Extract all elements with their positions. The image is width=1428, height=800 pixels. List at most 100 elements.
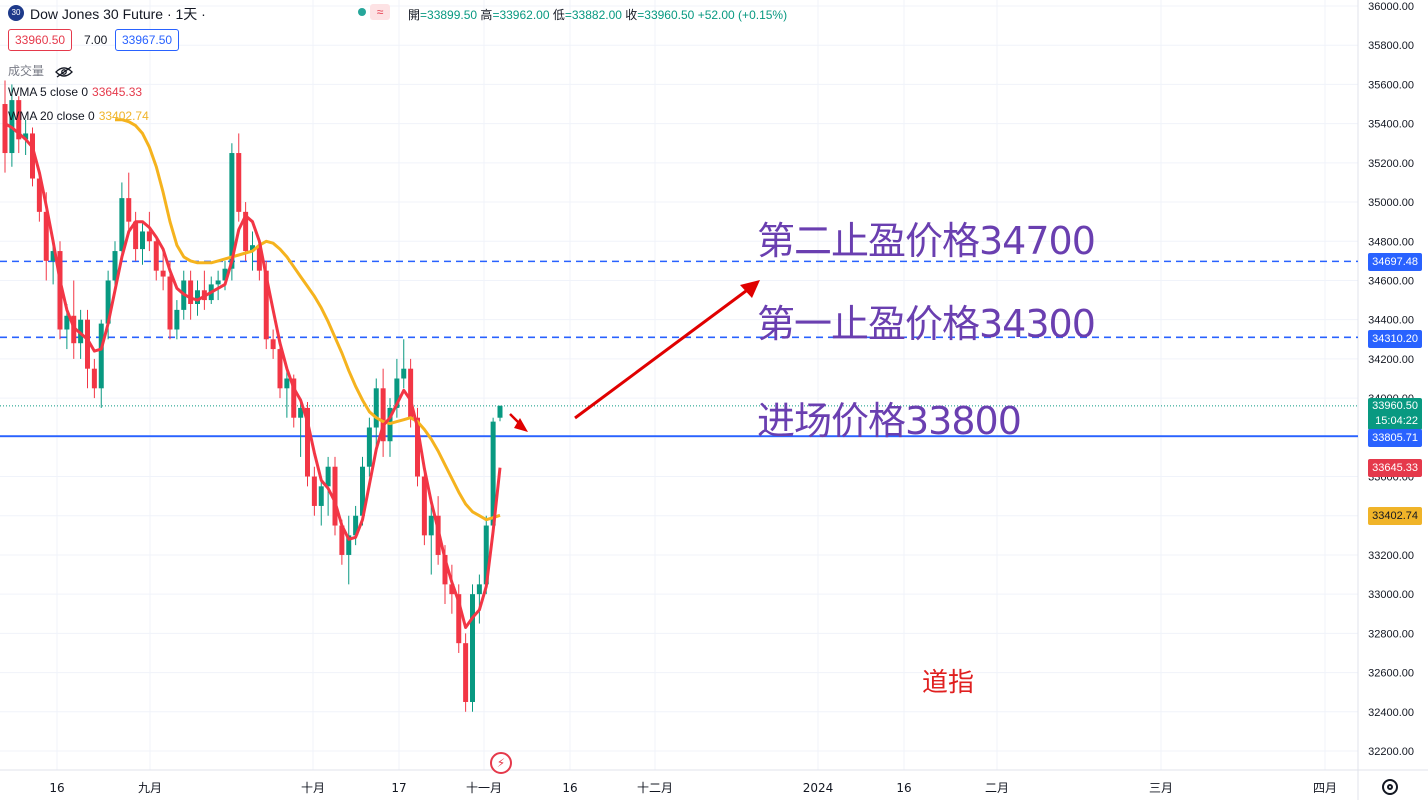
candle-body[interactable] — [291, 378, 297, 418]
eye-hidden-icon[interactable] — [55, 66, 74, 78]
x-tick-label: 三月 — [1149, 781, 1173, 795]
candle-body[interactable] — [167, 276, 173, 330]
candle-body[interactable] — [71, 315, 77, 344]
candle-body[interactable] — [490, 421, 496, 526]
candle-body[interactable] — [64, 315, 70, 330]
market-status-dot[interactable] — [358, 8, 366, 16]
candle-body[interactable] — [36, 178, 42, 212]
candle-body[interactable] — [195, 290, 200, 304]
wma20-legend[interactable]: WMA 20 close 0 33402.74 — [8, 109, 149, 123]
y-tick-label: 34600.00 — [1368, 275, 1414, 287]
candle-body[interactable] — [463, 643, 469, 702]
candle-body[interactable] — [57, 251, 63, 330]
y-tick-label: 35800.00 — [1368, 40, 1414, 52]
candle-body[interactable] — [43, 211, 49, 261]
candle-body[interactable] — [112, 251, 118, 281]
candle-body[interactable] — [215, 280, 221, 285]
candle-body[interactable] — [394, 378, 400, 408]
candle-body[interactable] — [332, 466, 338, 526]
candle-body[interactable] — [30, 133, 35, 179]
candle-body[interactable] — [470, 594, 475, 702]
candle-body[interactable] — [318, 486, 324, 506]
candle-body[interactable] — [380, 388, 386, 442]
x-tick-label: 16 — [896, 781, 911, 795]
candle-body[interactable] — [360, 466, 365, 516]
candle-body[interactable] — [250, 245, 255, 252]
candle-body[interactable] — [497, 405, 503, 418]
entry-arrow-line[interactable] — [509, 413, 523, 427]
candle-body[interactable] — [476, 584, 482, 595]
candle-body[interactable] — [133, 221, 139, 250]
buy-price-button[interactable]: 33967.50 — [115, 29, 180, 51]
candle-body[interactable] — [2, 104, 8, 154]
candle-body[interactable] — [408, 368, 414, 418]
candle-body[interactable] — [373, 388, 379, 428]
y-tick-label: 34800.00 — [1368, 236, 1414, 248]
wma5-line[interactable] — [4, 122, 502, 629]
candle-body[interactable] — [243, 211, 249, 252]
candle-body[interactable] — [449, 584, 455, 595]
candle-body[interactable] — [16, 100, 22, 140]
candle-body[interactable] — [483, 525, 489, 585]
candle-body[interactable] — [366, 427, 372, 467]
candle-body[interactable] — [346, 535, 352, 555]
candle-body[interactable] — [126, 198, 132, 222]
candle-body[interactable] — [284, 378, 290, 389]
spread-value: 7.00 — [84, 33, 108, 47]
candle-body[interactable] — [229, 153, 235, 269]
target-arrow-head[interactable] — [740, 280, 760, 298]
candle-body[interactable] — [119, 198, 125, 252]
candle-body[interactable] — [442, 554, 448, 585]
close-value: =33960.50 — [637, 8, 695, 22]
candle-body[interactable] — [236, 153, 242, 212]
candle-body[interactable] — [140, 231, 145, 250]
sell-price-button[interactable]: 33960.50 — [8, 29, 73, 51]
candle-body[interactable] — [98, 323, 104, 389]
candle-body[interactable] — [311, 476, 317, 506]
y-tick-label: 35400.00 — [1368, 119, 1414, 131]
candle-body[interactable] — [298, 407, 304, 418]
candle-body[interactable] — [401, 368, 407, 379]
wma5-legend[interactable]: WMA 5 close 0 33645.33 — [8, 85, 142, 99]
candle-body[interactable] — [305, 407, 310, 477]
candle-body[interactable] — [105, 280, 111, 324]
candle-body[interactable] — [85, 319, 90, 369]
candle-body[interactable] — [174, 309, 180, 330]
flash-event-icon[interactable]: ⚡ — [490, 752, 512, 774]
candle-body[interactable] — [222, 268, 228, 281]
candle-body[interactable] — [339, 525, 345, 555]
candle-body[interactable] — [50, 251, 56, 261]
target-arrow-line[interactable] — [574, 286, 751, 420]
index-note: 道指 — [922, 668, 975, 698]
candle-body[interactable] — [421, 476, 427, 536]
candle-body[interactable] — [160, 270, 166, 277]
candle-body[interactable] — [146, 231, 152, 242]
candle-body[interactable] — [256, 245, 262, 271]
candle-body[interactable] — [23, 133, 29, 140]
candle-body[interactable] — [91, 368, 97, 389]
x-tick-label: 十二月 — [637, 781, 673, 795]
last-price-value: 33960.50 — [1372, 400, 1418, 412]
symbol-badge[interactable]: 30 — [8, 5, 24, 21]
candle-body[interactable] — [277, 349, 283, 389]
x-tick-label: 四月 — [1313, 781, 1337, 795]
x-tick-label: 2024 — [803, 781, 834, 795]
symbol-title[interactable]: Dow Jones 30 Future · 1天 · — [30, 6, 206, 22]
wma20-line[interactable] — [115, 118, 501, 522]
volume-label[interactable]: 成交量 — [8, 64, 45, 78]
candle-body[interactable] — [263, 270, 269, 340]
candle-body[interactable] — [153, 241, 159, 271]
wave-icon[interactable]: ≈ — [370, 4, 390, 20]
gear-icon[interactable] — [1382, 779, 1398, 795]
candle-body[interactable] — [353, 515, 359, 536]
change-value: +52.00 (+0.15%) — [697, 8, 788, 22]
x-tick-label: 十月 — [301, 781, 325, 795]
candle-body[interactable] — [415, 417, 420, 477]
candle-body[interactable] — [456, 594, 462, 644]
x-tick-label: 16 — [562, 781, 577, 795]
candle-body[interactable] — [188, 280, 194, 304]
candle-body[interactable] — [325, 466, 331, 487]
candle-body[interactable] — [270, 339, 276, 350]
candle-body[interactable] — [428, 515, 434, 536]
